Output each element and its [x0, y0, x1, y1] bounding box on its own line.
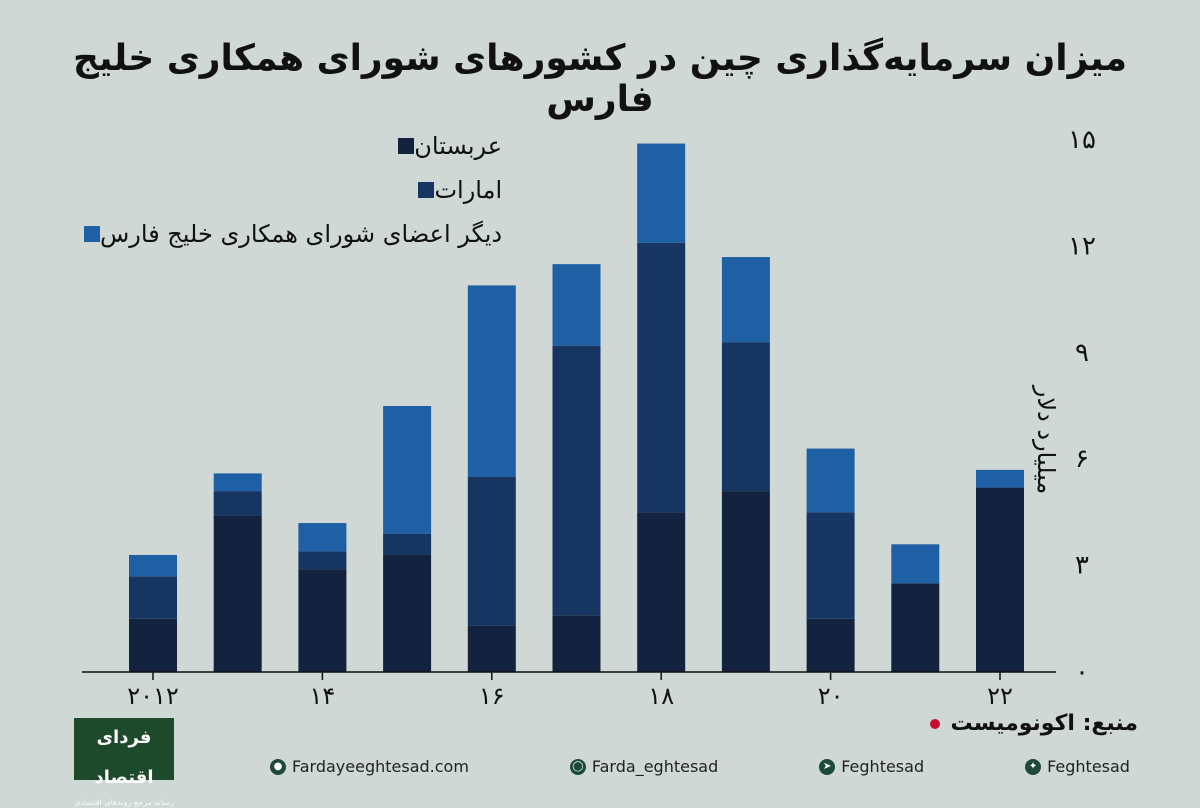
instagram-icon: ◯	[569, 758, 586, 775]
twitter-text: Feghtesad	[1047, 757, 1130, 776]
x-tick-label-2020: ۲۰	[818, 682, 844, 710]
y-tick-label-3: ۳	[1075, 551, 1089, 581]
footer: ● Fardayeeghtesad.com ◯ Farda_eghtesad ➤…	[270, 757, 1130, 776]
bar-2019-series-2	[721, 257, 770, 343]
brand-logo: فردای اقتصاد رسانه مرجع روندهای اقتصادی	[74, 718, 174, 807]
bar-2015-series-2	[383, 406, 432, 534]
bar-2017-series-2	[552, 264, 601, 346]
y-tick-label-0: ۰	[1075, 657, 1089, 687]
bar-2012-series-2	[129, 554, 177, 577]
bar-2018-series-2	[637, 143, 686, 243]
legend-label-uae: امارات	[434, 176, 503, 204]
legend-swatch-other	[84, 226, 100, 242]
bar-2012-series-1	[129, 576, 177, 619]
source-dot-icon	[930, 718, 941, 729]
x-tick-label-2012: ۲۰۱۲	[127, 682, 179, 710]
bar-2018-series-1	[637, 242, 686, 513]
bar-2016-series-1	[467, 476, 516, 626]
legend-item-other: دیگر اعضای شورای همکاری خلیج فارس	[76, 212, 502, 256]
x-tick-label-2016: ۱۶	[479, 682, 505, 710]
instagram-text: Farda_eghtesad	[591, 757, 719, 776]
twitter-icon: ✦	[1025, 758, 1042, 775]
bar-2013-series-2	[213, 473, 262, 492]
twitter-link[interactable]: ✦ Feghtesad	[1025, 757, 1130, 776]
bar-2016-series-2	[467, 285, 516, 477]
bar-2018-series-0	[637, 512, 686, 672]
bar-2014-series-0	[298, 569, 347, 672]
bar-2014-series-1	[298, 551, 347, 570]
telegram-text: Feghtesad	[841, 757, 925, 776]
y-axis-label: میلیارد دلار	[1032, 385, 1060, 495]
legend-swatch-uae	[418, 182, 435, 198]
telegram-icon: ➤	[819, 758, 836, 775]
legend-item-saudi: عربستان	[76, 124, 502, 168]
chart-title: میزان سرمایه‌گذاری چین در کشورهای شورای …	[72, 38, 1128, 120]
telegram-link[interactable]: ➤ Feghtesad	[819, 757, 924, 776]
bar-2019-series-0	[721, 491, 770, 672]
y-tick-label-12: ۱۲	[1068, 231, 1096, 261]
bar-2017-series-0	[552, 615, 601, 672]
bar-2021-series-2	[891, 544, 940, 584]
x-tick-label-2022: ۲۲	[987, 682, 1013, 710]
globe-icon: ●	[270, 758, 286, 775]
website-text: Fardayeeghtesad.com	[292, 757, 469, 776]
bar-2017-series-1	[552, 345, 601, 616]
bar-2012-series-0	[129, 618, 177, 672]
bar-2021-series-0	[891, 583, 940, 672]
bar-2020-series-2	[806, 448, 855, 513]
bar-2014-series-2	[298, 523, 347, 552]
y-tick-label-15: ۱۵	[1068, 125, 1096, 155]
x-tick-label-2018: ۱۸	[648, 682, 674, 710]
x-tick-label-2014: ۱۴	[310, 682, 336, 710]
logo-text: فردای اقتصاد	[94, 727, 154, 788]
y-tick-label-6: ۶	[1075, 444, 1089, 474]
legend-item-uae: امارات	[76, 168, 502, 212]
legend: عربستان امارات دیگر اعضای شورای همکاری خ…	[76, 124, 502, 256]
bar-2013-series-0	[213, 515, 262, 672]
legend-swatch-saudi	[398, 138, 415, 154]
instagram-link[interactable]: ◯ Farda_eghtesad	[569, 757, 719, 776]
bar-2016-series-0	[467, 625, 516, 672]
y-tick-label-9: ۹	[1075, 338, 1089, 368]
bar-2015-series-1	[383, 533, 432, 555]
legend-label-other: دیگر اعضای شورای همکاری خلیج فارس	[100, 220, 503, 248]
bar-2013-series-1	[213, 491, 262, 516]
bar-2020-series-0	[806, 618, 855, 672]
website-link[interactable]: ● Fardayeeghtesad.com	[270, 757, 469, 776]
bar-2019-series-1	[721, 342, 770, 492]
bar-2015-series-0	[383, 554, 432, 672]
source-note: منبع: اکونومیست	[930, 711, 1138, 736]
bar-2020-series-1	[806, 512, 855, 619]
source-text: منبع: اکونومیست	[950, 711, 1138, 736]
bar-2022-series-2	[976, 469, 1024, 488]
legend-label-saudi: عربستان	[414, 132, 503, 160]
bar-2022-series-0	[976, 487, 1024, 672]
